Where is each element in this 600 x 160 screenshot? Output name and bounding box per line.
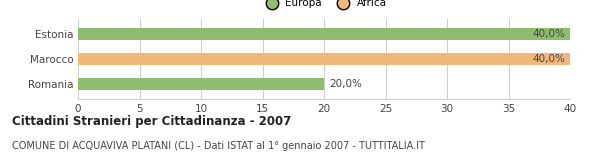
- Text: 40,0%: 40,0%: [532, 54, 565, 64]
- Bar: [78, 28, 570, 40]
- Text: 40,0%: 40,0%: [532, 29, 565, 39]
- Text: 20,0%: 20,0%: [329, 79, 362, 89]
- Legend: Europa, Africa: Europa, Africa: [257, 0, 391, 12]
- Text: COMUNE DI ACQUAVIVA PLATANI (CL) - Dati ISTAT al 1° gennaio 2007 - TUTTITALIA.IT: COMUNE DI ACQUAVIVA PLATANI (CL) - Dati …: [12, 141, 425, 151]
- Bar: [78, 53, 570, 65]
- Text: Cittadini Stranieri per Cittadinanza - 2007: Cittadini Stranieri per Cittadinanza - 2…: [12, 115, 291, 128]
- Bar: [78, 78, 324, 90]
